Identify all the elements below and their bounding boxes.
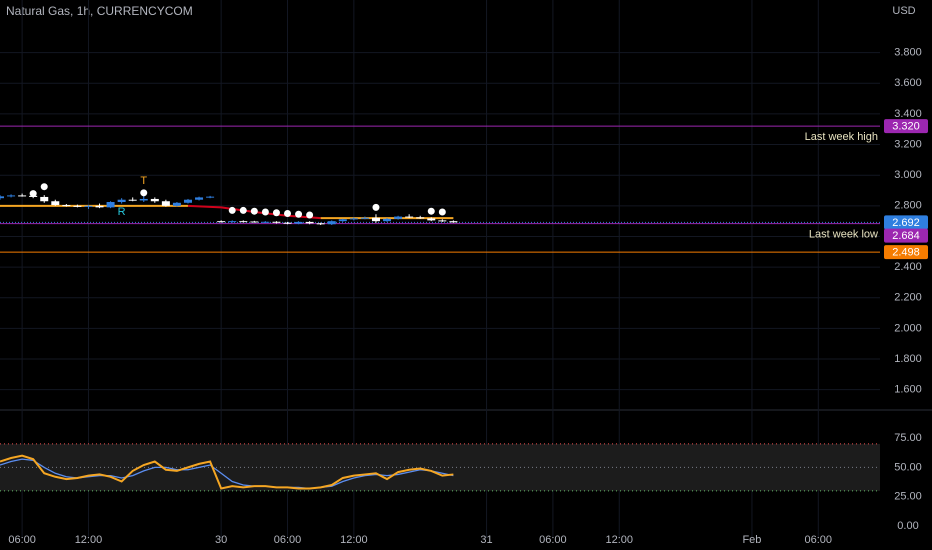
x-tick-label: 06:00 [8,534,36,546]
candle-body [360,217,369,219]
y-tick-label: 2.000 [894,322,922,334]
signal-dot [140,189,148,197]
y-tick-label: 2.400 [894,261,922,273]
candle-body [172,202,181,206]
candle-body [283,222,292,224]
x-tick-label: 12:00 [75,534,103,546]
candle-body [371,217,380,222]
signal-dot [228,206,236,214]
y-tick-label: 3.400 [894,108,922,120]
candle-body [327,221,336,225]
candle-body [405,216,414,218]
y-tick-label: 2.200 [894,292,922,304]
x-tick-label: 12:00 [340,534,368,546]
y-tick-label: 1.800 [894,353,922,365]
price-tag-label: 2.498 [892,247,920,259]
price-tag-label: 2.684 [892,230,920,242]
signal-dot [284,210,292,217]
candle-body [161,201,170,206]
price-tag [884,228,928,243]
osc-tick-label: 25.00 [894,491,922,503]
candle-body [261,221,270,223]
x-tick-label: 06:00 [274,534,302,546]
oscillator-line [0,454,454,490]
price-tag [884,215,928,230]
price-tag [884,245,928,260]
candle-body [7,195,16,197]
candle-body [40,196,49,202]
signal-dot [306,211,314,219]
signal-dot [295,210,303,218]
currency: USD [892,5,915,17]
y-tick-label: 3.000 [894,169,922,181]
candle-body [117,199,126,203]
candle-body [305,221,314,224]
y-tick-label: 2.800 [894,200,922,212]
candle-body [217,221,226,223]
signal-dot [29,190,37,198]
signal-dot [372,203,380,211]
candle-body [106,202,115,208]
signal-dot [438,208,446,216]
chart-title: Natural Gas, 1h, CURRENCYCOM [6,4,193,18]
candle-body [183,199,192,203]
x-tick-label: 06:00 [539,534,567,546]
candle-body [62,205,71,207]
signal-dot [250,207,258,215]
candle-body [73,205,82,207]
candle-body [349,218,358,220]
price-tag [884,119,928,134]
level-text: Last week high [805,131,878,143]
signal-dot [427,207,435,215]
candle-body [195,197,204,200]
candle-body [139,198,148,201]
candle-body [449,221,458,223]
y-tick-label: 3.600 [894,77,922,89]
candle-body [239,221,248,223]
candle-body [51,201,60,206]
candle-body [84,205,93,207]
x-tick-label: Feb [742,534,761,546]
candle-body [438,220,447,222]
y-tick-label: 3.800 [894,47,922,59]
x-tick-label: 06:00 [805,534,833,546]
candle-body [338,219,347,222]
signal-dot [40,183,48,191]
candle-body [427,218,436,221]
price-tag-label: 3.320 [892,121,920,133]
x-tick-label: 30 [215,534,227,546]
candle-body [128,199,137,201]
candle-body [206,196,215,198]
x-tick-label: 31 [480,534,492,546]
y-tick-label: 3.200 [894,138,922,150]
y-tick-label: 1.600 [894,384,922,396]
candle-body [18,195,27,197]
candle-body [150,198,159,202]
annotation: T [140,175,147,187]
candle-body [394,216,403,219]
signal-dot [272,209,280,217]
osc-tick-label: 50.00 [894,461,922,473]
osc-tick-label: 0.00 [897,520,918,532]
candle-body [383,218,392,222]
price-tag-label: 2.692 [892,217,920,229]
level-text: Last week low [809,229,878,241]
candle-body [228,221,237,223]
candle-body [272,221,281,223]
osc-tick-label: 75.00 [894,432,922,444]
candle-body [95,205,104,208]
signal-dot [239,206,247,214]
annotation: R [118,206,126,218]
candle-body [294,221,303,224]
candle-body [316,223,325,225]
candle-body [250,221,259,223]
signal-dot [261,208,269,216]
candle-body [416,217,425,219]
candle-body [0,196,4,199]
x-tick-label: 12:00 [605,534,633,546]
